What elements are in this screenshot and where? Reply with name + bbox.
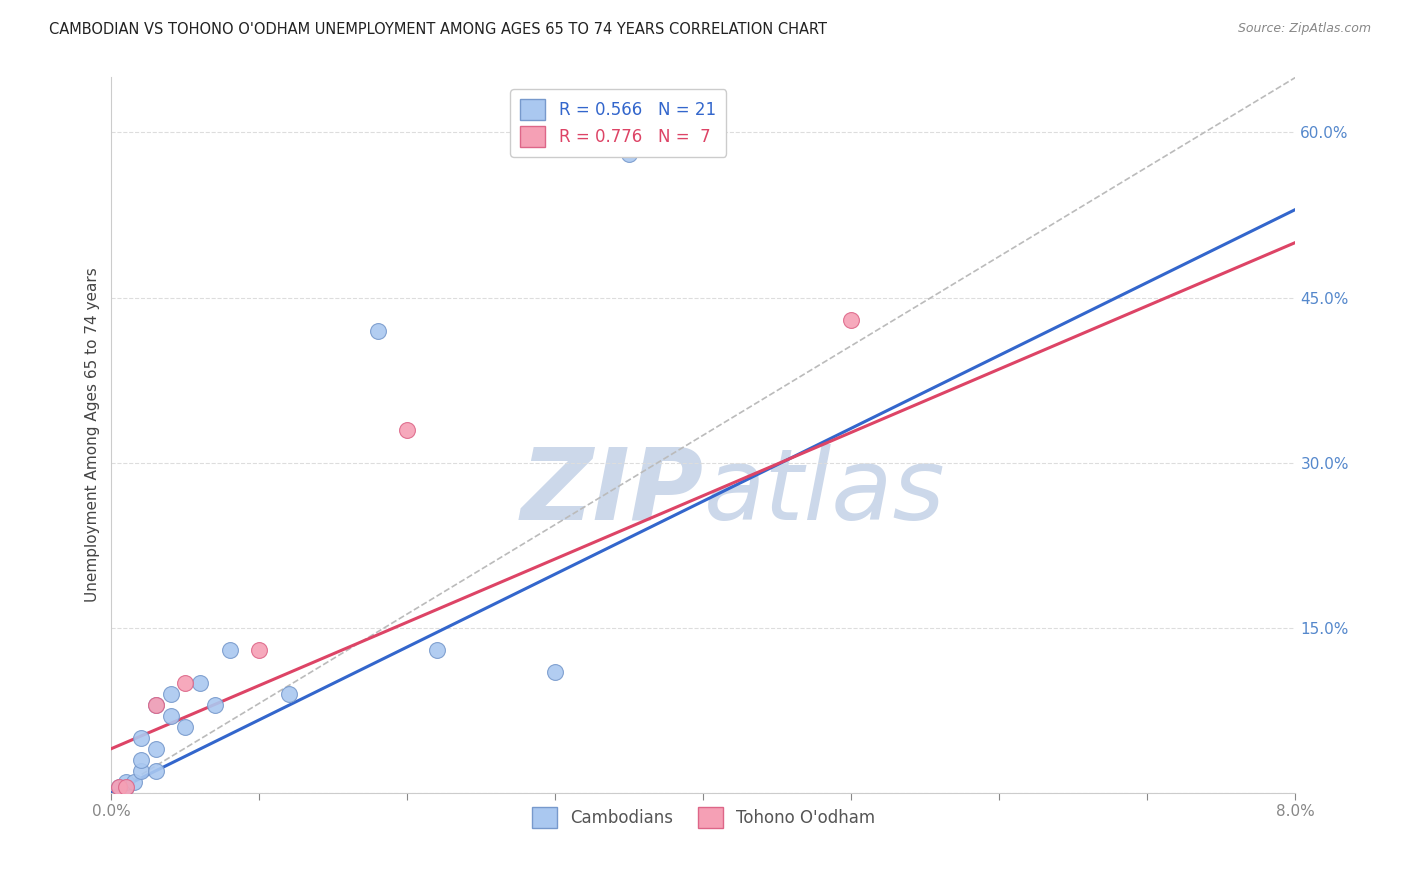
Point — [174, 720, 197, 734]
Point — [396, 423, 419, 437]
Text: ZIP: ZIP — [520, 443, 703, 541]
Legend: Cambodians, Tohono O'odham: Cambodians, Tohono O'odham — [524, 801, 882, 834]
Point — [115, 774, 138, 789]
Point — [145, 741, 167, 756]
Point — [188, 675, 211, 690]
Point — [544, 665, 567, 679]
Point — [145, 698, 167, 712]
Y-axis label: Unemployment Among Ages 65 to 74 years: Unemployment Among Ages 65 to 74 years — [86, 268, 100, 602]
Text: CAMBODIAN VS TOHONO O'ODHAM UNEMPLOYMENT AMONG AGES 65 TO 74 YEARS CORRELATION C: CAMBODIAN VS TOHONO O'ODHAM UNEMPLOYMENT… — [49, 22, 827, 37]
Point — [108, 780, 131, 794]
Point — [426, 642, 449, 657]
Text: Source: ZipAtlas.com: Source: ZipAtlas.com — [1237, 22, 1371, 36]
Text: atlas: atlas — [703, 443, 945, 541]
Point — [129, 731, 152, 745]
Point — [108, 780, 131, 794]
Point — [115, 780, 138, 794]
Point — [619, 147, 641, 161]
Point — [218, 642, 240, 657]
Point — [159, 687, 181, 701]
Point — [367, 324, 389, 338]
Point — [249, 642, 271, 657]
Point — [122, 774, 145, 789]
Point — [278, 687, 301, 701]
Point — [129, 753, 152, 767]
Point — [145, 764, 167, 778]
Point — [129, 764, 152, 778]
Point — [204, 698, 226, 712]
Point — [841, 312, 863, 326]
Point — [159, 708, 181, 723]
Point — [115, 780, 138, 794]
Point — [174, 675, 197, 690]
Point — [145, 698, 167, 712]
